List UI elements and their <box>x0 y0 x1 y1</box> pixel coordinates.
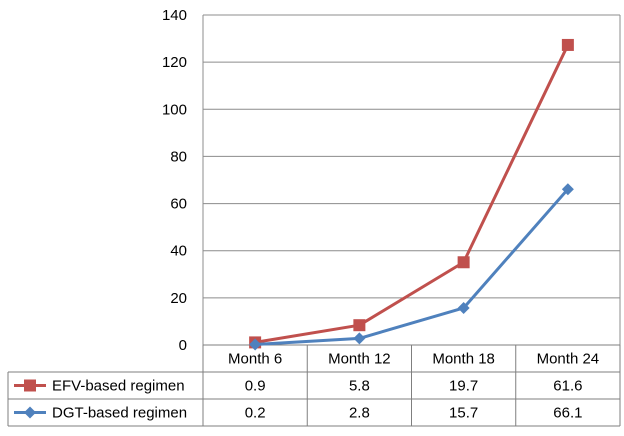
series-line <box>255 188 570 347</box>
data-point <box>353 332 366 345</box>
y-tick-label: 20 <box>170 290 187 307</box>
category-label: Month 18 <box>432 351 495 368</box>
gridlines <box>202 14 621 345</box>
data-point <box>457 256 470 269</box>
legend-key-marker <box>24 379 36 392</box>
data-point <box>249 338 262 351</box>
table-value: 2.8 <box>349 405 370 422</box>
table-value: 19.7 <box>449 378 478 395</box>
series-1 <box>249 183 574 351</box>
y-tick-label: 100 <box>162 101 187 118</box>
y-tick-label: 0 <box>179 337 187 354</box>
legend-key-marker <box>24 406 36 419</box>
legend-label: EFV-based regimen <box>52 378 185 395</box>
table-value: 0.2 <box>245 405 266 422</box>
category-label: Month 12 <box>328 351 391 368</box>
legend-label: DGT-based regimen <box>52 405 187 422</box>
data-point <box>561 38 574 51</box>
data-point <box>457 301 470 314</box>
data-point <box>561 183 574 196</box>
series-0 <box>249 38 574 349</box>
y-tick-label: 40 <box>170 243 187 260</box>
category-label: Month 6 <box>228 351 282 368</box>
data-point <box>353 319 366 332</box>
y-tick-label: 60 <box>170 196 187 213</box>
y-tick-label: 120 <box>162 54 187 71</box>
y-tick-label: 80 <box>170 148 187 165</box>
category-label: Month 24 <box>537 351 600 368</box>
series-lines <box>249 38 574 351</box>
data-table: Month 6 Month 12 Month 18 Month 24 EFV-based… <box>7 344 621 427</box>
y-axis-tick-labels: 0 20 40 60 80 100 120 140 <box>162 7 187 354</box>
y-tick-label: 140 <box>162 7 187 24</box>
table-value: 5.8 <box>349 378 370 395</box>
table-value: 61.6 <box>553 378 582 395</box>
table-value: 15.7 <box>449 405 478 422</box>
series-line <box>254 44 570 344</box>
table-value: 0.9 <box>245 378 266 395</box>
table-value: 66.1 <box>553 405 582 422</box>
